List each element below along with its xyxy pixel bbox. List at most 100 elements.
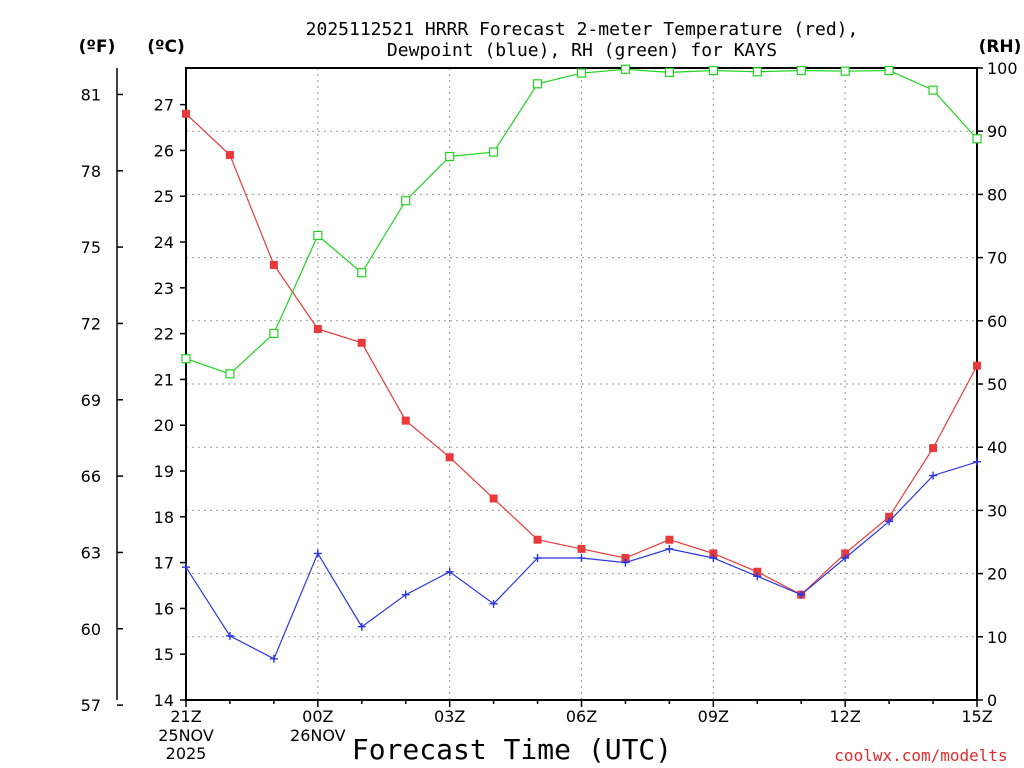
fahrenheit-tick-label: 63 [81,543,101,562]
rh-point [225,369,235,379]
dewpoint-point [313,549,322,558]
rh-tick-label: 90 [987,122,1007,141]
rh-tick-label: 10 [987,628,1007,647]
time-tick-label: 00Z [302,707,333,726]
chart-title-line2: Dewpoint (blue), RH (green) for KAYS [387,40,777,61]
time-tick-label: 15Z [961,707,992,726]
2-meter-temperature-point [973,361,981,370]
rh-point [489,147,499,157]
rh-tick-label: 70 [987,249,1007,268]
dewpoint-point [885,517,894,526]
rh-unit-label: (RH) [979,37,1022,57]
2-meter-temperature-point [885,512,894,521]
celsius-tick-label: 21 [154,370,174,389]
2-meter-temperature-point [621,554,630,563]
chart-title-line1: 2025112521 HRRR Forecast 2-meter Tempera… [306,19,859,40]
dewpoint-point [357,622,366,631]
celsius-tick-label: 23 [154,279,174,298]
rh-tick-label: 80 [987,185,1007,204]
rh-tick-label: 30 [987,501,1007,520]
2-meter-temperature-point [445,453,454,462]
celsius-tick-label: 14 [154,691,174,710]
x-axis-title: Forecast Time (UTC) [352,733,672,766]
celsius-tick-label: 22 [154,325,174,344]
celsius-tick-label: 16 [154,599,174,618]
2-meter-temperature-point [357,338,366,347]
grid-lines [186,68,977,700]
celsius-tick-label: 19 [154,462,174,481]
series-layer [181,64,982,663]
2-meter-temperature-point [269,260,278,269]
fahrenheit-axis: 57 60 63 66 69 72 75 78 81 [81,85,123,715]
celsius-tick-label: 25 [154,187,174,206]
dewpoint-point [401,590,410,599]
time-tick-label: 12Z [830,707,861,726]
fahrenheit-tick-label: 57 [81,696,101,715]
rh-point [401,196,411,206]
rh-tick-label: 0 [987,691,997,710]
2-meter-temperature-point [709,549,718,558]
celsius-tick-label: 18 [154,508,174,527]
2-meter-temperature-point [577,544,586,553]
fahrenheit-tick-label: 66 [81,467,101,486]
2-meter-temperature-point [182,109,190,118]
dewpoint-point [973,457,981,466]
2-meter-temperature-point [841,549,850,558]
fahrenheit-tick-label: 69 [81,391,101,410]
fahrenheit-unit-label: (ºF) [79,37,116,57]
rh-series [181,64,982,379]
credit-link[interactable]: coolwx.com/modelts [834,746,1007,765]
rh-point [357,268,367,278]
rh-point [181,354,191,364]
rh-point [928,85,938,95]
rh-point [752,67,762,77]
2-meter-temperature-line [185,113,978,596]
dewpoint-point [929,471,938,480]
2-meter-temperature-point [665,535,674,544]
rh-axis: 0 10 20 30 40 50 60 70 80 90 100 [977,59,1018,710]
2-meter-temperature-point [313,325,322,334]
2-meter-temperature-point [489,494,498,503]
2-meter-temperature-point [401,416,410,425]
time-tick-label: 21Z [170,707,201,726]
dewpoint-point [225,631,234,640]
date-label: 25NOV [158,726,214,745]
rh-tick-label: 100 [987,59,1018,78]
fahrenheit-tick-label: 78 [81,162,101,181]
dewpoint-point [269,654,278,663]
rh-point [796,65,806,76]
celsius-tick-label: 24 [154,233,174,252]
dewpoint-point [665,544,674,553]
celsius-tick-label: 20 [154,416,174,435]
dewpoint-point [533,554,542,563]
dewpoint-series [182,457,981,663]
dewpoint-point [753,572,762,581]
celsius-unit-label: (ºC) [147,37,185,57]
fahrenheit-tick-label: 75 [81,238,101,257]
dewpoint-point [841,554,850,563]
celsius-tick-label: 17 [154,554,174,573]
time-tick-label: 06Z [566,707,597,726]
celsius-tick-label: 26 [154,141,174,160]
2-meter-temperature-point [533,535,542,544]
rh-tick-label: 50 [987,375,1007,394]
celsius-tick-label: 27 [154,96,174,115]
rh-point [313,230,323,241]
rh-point [664,67,674,78]
date-label: 2025 [166,744,207,763]
rh-point [620,64,631,74]
2-meter-temperature-point [929,444,938,453]
2-meter-temperature-point [753,567,762,576]
fahrenheit-tick-label: 60 [81,620,101,639]
fahrenheit-tick-label: 72 [81,314,101,333]
rh-point [269,328,279,339]
rh-point [972,134,982,144]
fahrenheit-tick-label: 81 [81,85,101,104]
dewpoint-point [797,590,806,599]
rh-point [840,66,850,76]
dewpoint-point [577,554,586,563]
dewpoint-point [621,558,630,567]
rh-point [576,68,587,78]
